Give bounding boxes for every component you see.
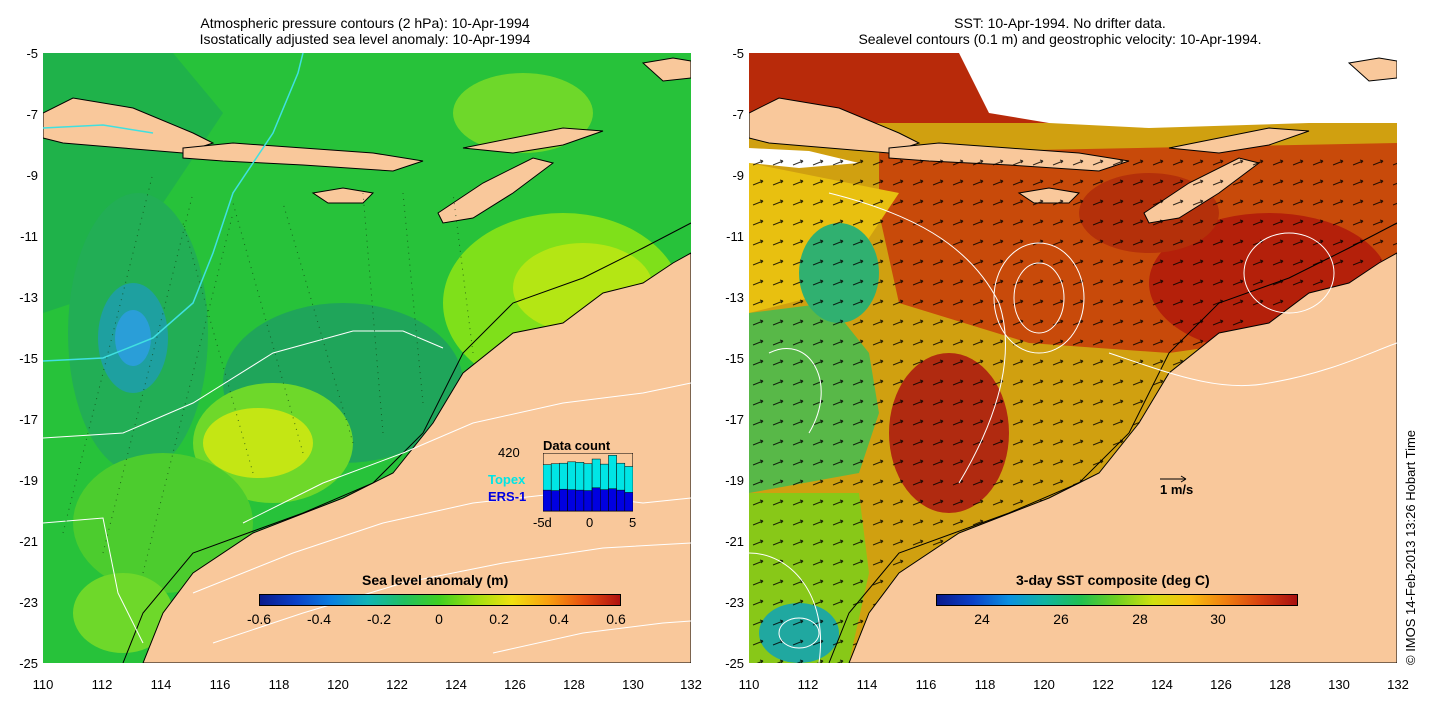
right-y-tick: -7 [732,107,744,122]
right-x-tick: 132 [1387,677,1409,692]
left-y-tick: -23 [19,595,38,610]
left-x-tick: 126 [504,677,526,692]
left-y-tick: -5 [26,46,38,61]
right-x-tick: 116 [915,677,937,692]
left-y-tick: -19 [19,473,38,488]
right-map [749,53,1397,663]
left-x-tick: 118 [268,677,290,692]
right-y-tick: -13 [725,290,744,305]
right-colorbar-title: 3-day SST composite (deg C) [1016,572,1210,588]
left-y-tick: -25 [19,656,38,671]
left-cbar-tick: -0.6 [246,611,272,627]
ers1-bar [591,487,601,512]
left-x-tick: 114 [150,677,172,692]
left-y-tick: -11 [20,229,38,244]
right-y-tick: -19 [725,473,744,488]
left-cbar-tick: 0.2 [489,611,509,627]
right-y-tick: -21 [725,534,744,549]
right-x-tick: 118 [974,677,996,692]
left-x-tick: 112 [91,677,113,692]
right-colorbar [936,594,1298,606]
right-x-tick: 120 [1033,677,1055,692]
right-cbar-tick: 28 [1132,611,1148,627]
left-cbar-tick: -0.2 [366,611,392,627]
right-y-tick: -25 [725,656,744,671]
left-title-line1: Atmospheric pressure contours (2 hPa): 1… [200,15,530,31]
left-map [43,53,691,663]
left-y-tick: -7 [26,107,38,122]
right-y-tick: -5 [732,46,744,61]
right-y-tick: -9 [732,168,744,183]
left-x-tick: 132 [680,677,702,692]
right-y-tick: -17 [725,412,744,427]
data-count-xtick: 5 [629,515,637,530]
sst-map [749,53,1397,663]
left-x-tick: 124 [445,677,467,692]
ers1-bar [608,488,617,512]
ers1-bar [624,492,633,512]
left-x-tick: 116 [209,677,231,692]
data-count-xtick: -5d [533,515,552,530]
right-title-line1: SST: 10-Apr-1994. No drifter data. [954,15,1166,31]
ers1-label: ERS-1 [488,489,527,504]
left-x-tick: 120 [327,677,349,692]
right-cbar-tick: 26 [1053,611,1069,627]
right-x-tick: 110 [738,677,760,692]
right-x-tick: 122 [1092,677,1114,692]
data-count-title: Data count [543,438,611,453]
left-cbar-tick: 0.6 [606,611,626,627]
right-x-tick: 128 [1269,677,1291,692]
topex-label: Topex [488,472,526,487]
ers1-bar [575,489,585,512]
ers1-bar [616,489,626,512]
right-y-tick: -15 [725,351,744,366]
right-x-tick: 114 [856,677,878,692]
left-cbar-tick: 0 [435,611,443,627]
data-count-max: 420 [498,445,520,460]
left-x-tick: 110 [32,677,54,692]
right-cbar-tick: 24 [974,611,990,627]
right-x-tick: 126 [1210,677,1232,692]
imos-credit: © IMOS 14-Feb-2013 13:26 Hobart Time [1403,429,1418,665]
right-cbar-tick: 30 [1210,611,1226,627]
ers1-bar [550,490,560,512]
left-colorbar-title: Sea level anomaly (m) [362,572,509,588]
left-x-tick: 122 [386,677,408,692]
ers1-bar [543,489,552,512]
left-colorbar [259,594,621,606]
right-x-tick: 112 [797,677,819,692]
velocity-scale-arrow-icon [1160,475,1187,483]
left-y-tick: -13 [19,290,38,305]
left-y-tick: -9 [26,168,38,183]
data-count-xtick: 0 [586,515,594,530]
left-x-tick: 128 [563,677,585,692]
left-cbar-tick: 0.4 [549,611,569,627]
right-title-line2: Sealevel contours (0.1 m) and geostrophi… [858,31,1262,47]
right-y-tick: -23 [725,595,744,610]
ers1-bar [583,490,593,512]
ers1-bar [567,489,576,512]
right-x-tick: 130 [1328,677,1350,692]
left-title-line2: Isostatically adjusted sea level anomaly… [199,31,531,47]
velocity-scale-label: 1 m/s [1160,482,1194,497]
left-y-tick: -21 [19,534,38,549]
left-cbar-tick: -0.4 [306,611,332,627]
left-y-tick: -15 [19,351,38,366]
right-y-tick: -11 [726,229,744,244]
right-x-tick: 124 [1151,677,1173,692]
data-count-histogram [543,453,633,512]
left-x-tick: 130 [622,677,644,692]
left-y-tick: -17 [19,412,38,427]
sea-level-anomaly-map [43,53,691,663]
ers1-bar [600,489,609,512]
ers1-bar [559,488,568,512]
